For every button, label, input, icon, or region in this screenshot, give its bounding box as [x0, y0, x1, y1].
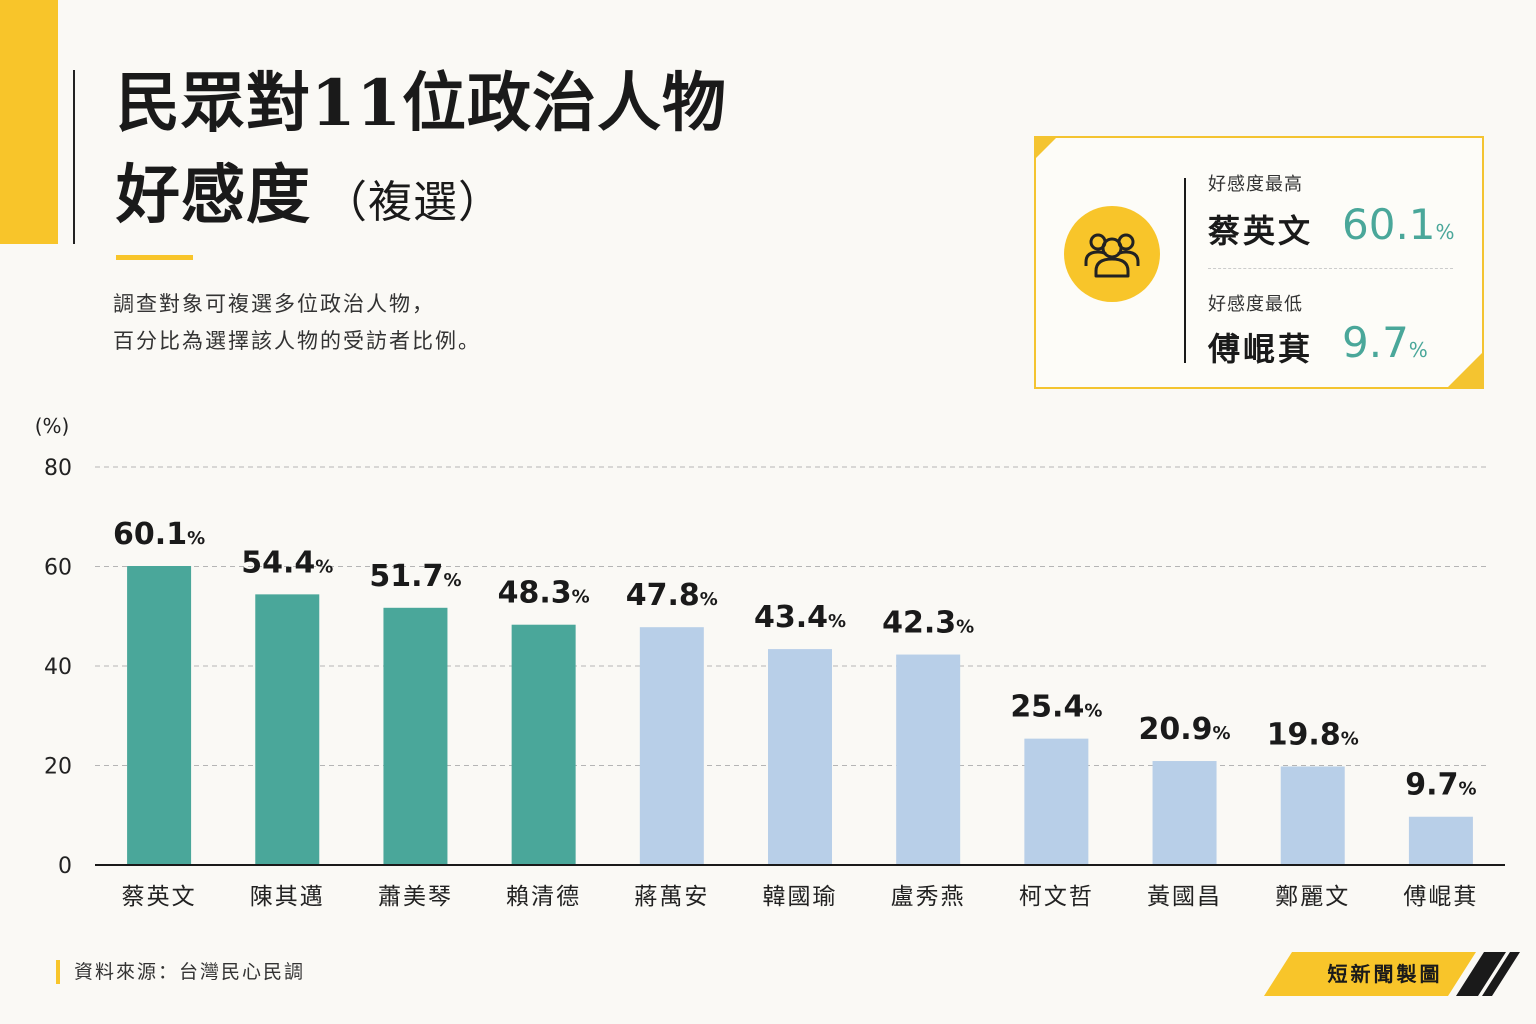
data-label-unit: % [1213, 723, 1231, 744]
high-value-unit: % [1435, 220, 1455, 244]
data-label-number: 43.4 [754, 600, 828, 635]
bars [127, 566, 1473, 865]
data-label-unit: % [956, 617, 974, 638]
bar [511, 624, 576, 865]
data-label-unit: % [572, 587, 590, 608]
data-label-number: 19.8 [1267, 717, 1341, 752]
page-title: 民眾對11位政治人物 好感度 （複選） [116, 58, 727, 249]
bar [1408, 816, 1473, 865]
data-label-number: 9.7 [1405, 768, 1458, 803]
data-label-number: 42.3 [882, 606, 956, 641]
title-line-1: 民眾對11位政治人物 [116, 66, 728, 141]
data-label: 20.9% [1139, 712, 1231, 747]
x-tick-label: 柯文哲 [1019, 884, 1094, 910]
low-value-unit: % [1408, 338, 1428, 362]
title-paren: （複選） [323, 177, 503, 228]
bar [1024, 738, 1089, 865]
data-label: 25.4% [1010, 690, 1102, 725]
callout-icon-circle [1064, 206, 1160, 302]
chart-note: 調查對象可複選多位政治人物， 百分比為選擇該人物的受訪者比例。 [113, 286, 481, 360]
data-label-number: 54.4 [241, 545, 315, 580]
data-label: 60.1% [113, 517, 205, 552]
low-label: 好感度最低 [1208, 294, 1303, 315]
y-tick-label: 0 [58, 854, 72, 879]
data-label-number: 25.4 [1010, 690, 1084, 725]
data-label-number: 60.1 [113, 517, 187, 552]
data-label: 51.7% [369, 559, 461, 594]
data-label: 54.4% [241, 545, 333, 580]
callout-corner-tl [1034, 136, 1058, 160]
y-tick-label: 80 [44, 456, 72, 481]
data-label-unit: % [828, 611, 846, 632]
data-label: 9.7% [1405, 768, 1476, 803]
data-label: 43.4% [754, 600, 846, 635]
highlight-callout: 好感度最高 蔡英文 60.1% 好感度最低 傅崐萁 9.7% [1034, 136, 1484, 389]
x-tick-label: 鄭麗文 [1275, 884, 1350, 910]
callout-corner-br [1446, 351, 1484, 389]
high-value-number: 60.1 [1342, 200, 1436, 249]
y-tick-label: 60 [44, 556, 72, 581]
x-tick-label: 蔣萬安 [634, 884, 709, 910]
data-label: 48.3% [498, 576, 590, 611]
low-name: 傅崐萁 [1208, 330, 1314, 368]
bar [896, 654, 961, 865]
callout-divider-horizontal [1208, 268, 1453, 269]
data-source: 資料來源：台灣民心民調 [56, 960, 305, 984]
bar [639, 627, 704, 865]
data-label-unit: % [315, 556, 333, 577]
bar [127, 566, 192, 865]
x-tick-label: 韓國瑜 [763, 884, 838, 910]
credit-badge [1264, 952, 1520, 996]
high-name: 蔡英文 [1208, 212, 1314, 250]
data-label-unit: % [187, 528, 205, 549]
data-label: 19.8% [1267, 717, 1359, 752]
y-ticks: 0 20 40 60 80 [44, 456, 72, 879]
x-tick-label: 蕭美琴 [378, 884, 453, 910]
high-value: 60.1% [1342, 200, 1455, 249]
data-label: 42.3% [882, 606, 974, 641]
data-label-unit: % [1458, 779, 1476, 800]
x-tick-label: 陳其邁 [250, 884, 325, 910]
people-group-icon [1084, 233, 1140, 278]
x-tick-label: 蔡英文 [122, 884, 197, 910]
credit-label: 短新聞製圖 [1327, 962, 1443, 986]
y-axis-unit: (%) [35, 414, 70, 438]
x-tick-label: 傅崐萁 [1403, 884, 1478, 910]
low-value: 9.7% [1342, 318, 1428, 367]
value-labels: 60.1%54.4% 51.7% 48.3% 47.8%43.4% 42.3%25.4%… [113, 517, 1476, 803]
x-tick-label: 賴清德 [506, 884, 581, 910]
bar [768, 649, 832, 865]
title-main: 好感度 [116, 158, 311, 233]
title-line-2: 好感度 （複選） [116, 150, 727, 249]
corner-accent-bar [0, 0, 58, 244]
data-label-unit: % [1341, 728, 1359, 749]
bar [1152, 761, 1217, 865]
x-tick-labels: 蔡英文 陳其邁 蕭美琴 賴清德 蔣萬安 韓國瑜 盧秀燕 柯文哲 黃國昌 鄭麗文 傅崐萁 [122, 884, 1478, 910]
data-label-number: 51.7 [369, 559, 443, 594]
title-rule [73, 70, 75, 244]
data-label: 47.8% [626, 578, 718, 613]
y-tick-label: 40 [44, 655, 72, 680]
data-label-unit: % [443, 570, 461, 591]
bar [1280, 766, 1345, 865]
data-label-number: 48.3 [498, 576, 572, 611]
low-value-number: 9.7 [1342, 318, 1409, 367]
bar [255, 594, 320, 865]
bar [383, 607, 448, 865]
data-label-number: 47.8 [626, 578, 700, 613]
callout-divider-vertical [1184, 178, 1186, 363]
note-line-2: 百分比為選擇該人物的受訪者比例。 [113, 329, 481, 353]
data-label-number: 20.9 [1139, 712, 1213, 747]
data-label-unit: % [1084, 701, 1102, 722]
x-tick-label: 黃國昌 [1147, 884, 1222, 910]
title-underline [116, 255, 193, 260]
data-label-unit: % [700, 589, 718, 610]
y-tick-label: 20 [44, 755, 72, 780]
note-line-1: 調查對象可複選多位政治人物， [113, 292, 435, 316]
high-label: 好感度最高 [1208, 174, 1303, 195]
x-tick-label: 盧秀燕 [891, 884, 966, 910]
